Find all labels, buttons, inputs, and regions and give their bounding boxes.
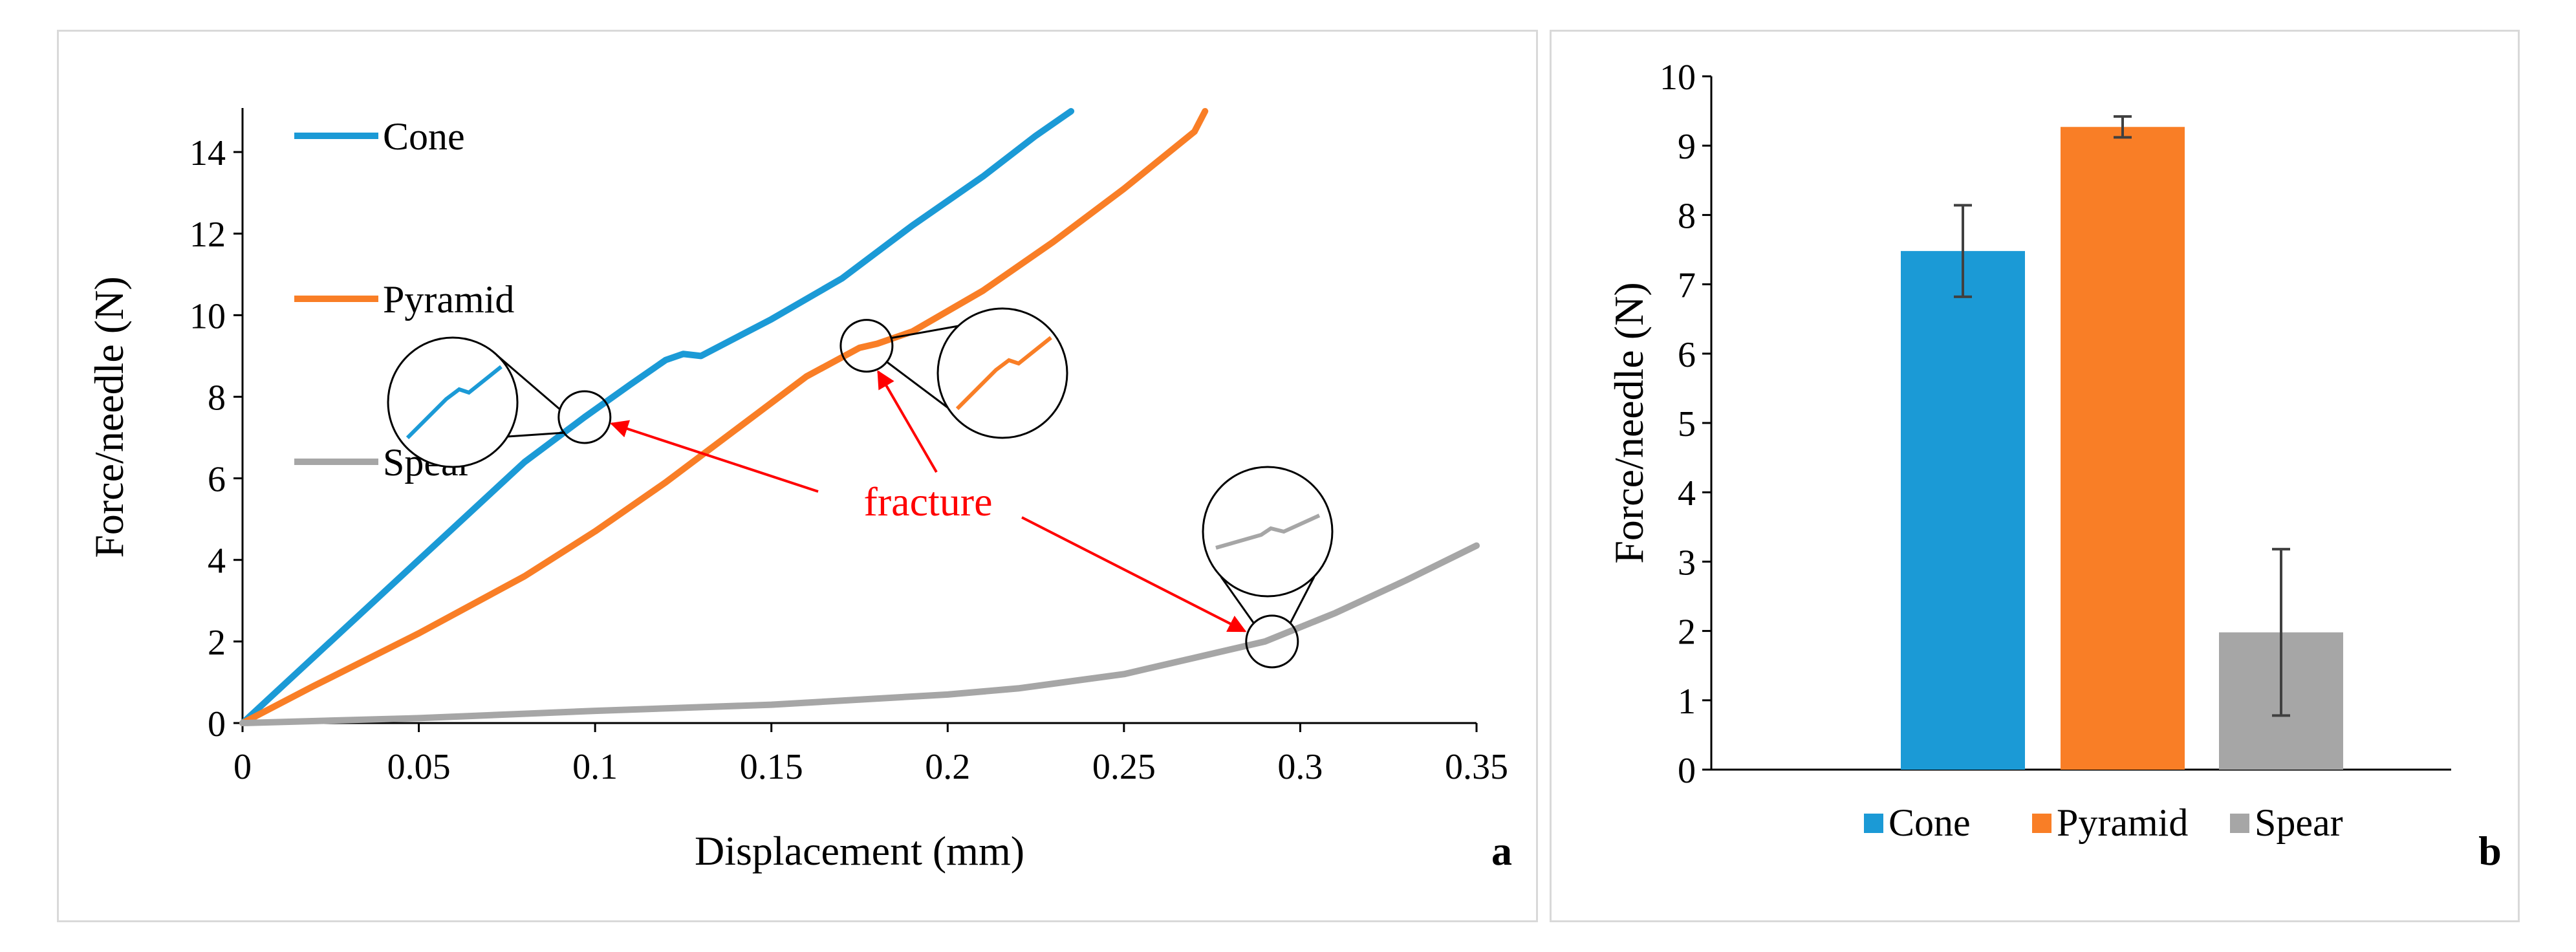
legend-label-pyramid: Pyramid: [2057, 801, 2188, 844]
fracture-marker-cone: [557, 390, 612, 444]
x-axis-title: Displacement (mm): [695, 828, 1024, 874]
inset-connector: [507, 431, 565, 438]
y-axis-title: Force/needle (N): [86, 276, 132, 557]
fracture-marker-spear: [1245, 614, 1299, 669]
y-tick-label: 14: [189, 133, 226, 173]
x-tick-label: 0: [233, 747, 252, 787]
x-tick-label: 0.2: [925, 747, 970, 787]
legend-swatch-spear: [2230, 814, 2249, 833]
y-tick-label: 0: [208, 704, 226, 744]
y-tick-label: 8: [208, 378, 226, 418]
bar-pyramid: [2061, 127, 2185, 770]
inset-connector: [1289, 576, 1315, 624]
fracture-arrow: [610, 420, 819, 493]
x-tick-label: 0.05: [387, 747, 451, 787]
y-tick-label: 12: [189, 215, 226, 255]
y-tick-label: 7: [1678, 266, 1696, 306]
x-tick-label: 0.1: [572, 747, 618, 787]
inset-trace-spear: [1215, 514, 1321, 550]
y-tick-label: 4: [1678, 473, 1696, 514]
series-line-pyramid: [239, 108, 1209, 726]
y-tick-label: 8: [1678, 196, 1696, 236]
legend-label-cone: Cone: [383, 115, 465, 158]
bar-cone: [1901, 251, 2025, 770]
y-tick-label: 1: [1678, 682, 1696, 722]
y-tick-label: 10: [1660, 58, 1696, 98]
series-line-spear: [239, 542, 1480, 726]
series-line-cone: [239, 108, 1075, 726]
fracture-arrow: [877, 370, 938, 473]
x-tick-label: 0.3: [1277, 747, 1323, 787]
x-tick-label: 0.15: [740, 747, 803, 787]
y-tick-label: 6: [208, 460, 226, 500]
legend-label-cone: Cone: [1889, 801, 1971, 844]
legend-label-spear: Spear: [2255, 801, 2343, 844]
y-tick-label: 2: [208, 623, 226, 663]
legend-label-pyramid: Pyramid: [383, 278, 514, 321]
inset-trace-cone: [406, 365, 503, 440]
y-tick-label: 6: [1678, 335, 1696, 375]
x-tick-label: 0.35: [1445, 747, 1508, 787]
y-tick-label: 4: [208, 541, 226, 581]
inset-connector: [891, 325, 959, 340]
y-axis-title: Force/needle (N): [1606, 282, 1652, 563]
inset-connector: [1220, 576, 1255, 624]
line-chart: 0 2 4 6 8 10 12 14 0 0.05 0.1 0.15 0.2 0.25 0.3 0.35 Dis…: [86, 108, 1512, 874]
inset-trace-pyramid: [955, 336, 1052, 411]
x-tick-label: 0.25: [1092, 747, 1156, 787]
panel-label-a: a: [1491, 828, 1512, 874]
y-tick-label: 3: [1678, 543, 1696, 583]
inset-connector: [496, 354, 561, 411]
inset-circle-cone: [387, 336, 519, 468]
legend-swatch-cone: [1864, 814, 1883, 833]
legend-swatch-pyramid: [2032, 814, 2051, 833]
annotation-fracture: fracture: [864, 479, 993, 525]
y-tick-label: 9: [1678, 127, 1696, 167]
panel-label-b: b: [2478, 828, 2502, 874]
y-tick-label: 0: [1678, 751, 1696, 791]
y-tick-label: 10: [189, 296, 226, 336]
inset-connector: [885, 360, 948, 409]
y-tick-label: 5: [1678, 404, 1696, 444]
bar-chart: 0 1 2 3 4 5 6 7 8 9 10 Force/needle (N) b Cone Pyramid…: [1606, 58, 2502, 874]
y-tick-label: 2: [1678, 612, 1696, 653]
fracture-marker-pyramid: [839, 319, 894, 373]
fracture-arrow: [1021, 516, 1247, 633]
inset-circle-pyramid: [936, 307, 1068, 439]
